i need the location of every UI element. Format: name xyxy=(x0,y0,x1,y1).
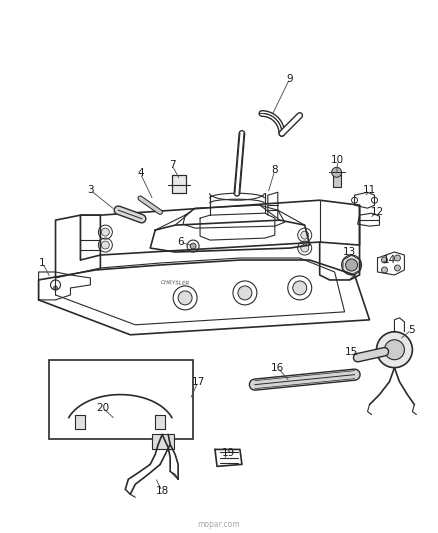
Text: 19: 19 xyxy=(221,448,234,458)
Circle shape xyxy=(300,231,308,239)
Circle shape xyxy=(178,291,192,305)
Circle shape xyxy=(292,281,306,295)
Circle shape xyxy=(341,255,361,275)
Text: 18: 18 xyxy=(155,486,169,496)
Circle shape xyxy=(394,255,399,261)
Circle shape xyxy=(115,207,121,214)
Text: 9: 9 xyxy=(286,74,293,84)
Text: 14: 14 xyxy=(382,255,395,265)
Bar xyxy=(152,434,174,449)
Text: 8: 8 xyxy=(271,165,278,175)
Bar xyxy=(332,172,340,187)
Bar xyxy=(155,415,165,430)
Circle shape xyxy=(237,286,251,300)
Text: mopar.com: mopar.com xyxy=(197,520,240,529)
Text: 11: 11 xyxy=(362,185,375,195)
Circle shape xyxy=(349,370,359,379)
Text: 4: 4 xyxy=(137,168,143,179)
Circle shape xyxy=(300,244,308,252)
Text: 3: 3 xyxy=(87,185,93,195)
Text: 17: 17 xyxy=(191,377,204,386)
Circle shape xyxy=(331,167,341,177)
Circle shape xyxy=(101,241,109,249)
Text: 7: 7 xyxy=(169,160,175,171)
Text: 12: 12 xyxy=(370,207,383,217)
Bar xyxy=(75,415,85,430)
Circle shape xyxy=(345,259,357,271)
Text: CHRYSLER: CHRYSLER xyxy=(160,280,189,286)
Text: 20: 20 xyxy=(95,402,109,413)
Circle shape xyxy=(101,228,109,236)
Circle shape xyxy=(376,332,411,368)
Circle shape xyxy=(249,379,259,390)
Text: 16: 16 xyxy=(271,362,284,373)
Text: 1: 1 xyxy=(39,258,46,268)
Circle shape xyxy=(384,340,403,360)
Text: 5: 5 xyxy=(407,325,414,335)
Circle shape xyxy=(381,257,387,263)
Text: 10: 10 xyxy=(330,155,343,165)
Circle shape xyxy=(53,286,57,290)
Text: 6: 6 xyxy=(177,237,183,247)
Circle shape xyxy=(138,215,145,222)
Circle shape xyxy=(394,265,399,271)
Bar xyxy=(172,175,186,193)
Text: 15: 15 xyxy=(344,347,357,357)
Circle shape xyxy=(190,243,196,249)
Circle shape xyxy=(381,267,387,273)
Bar xyxy=(49,360,193,439)
Text: 13: 13 xyxy=(342,247,355,257)
